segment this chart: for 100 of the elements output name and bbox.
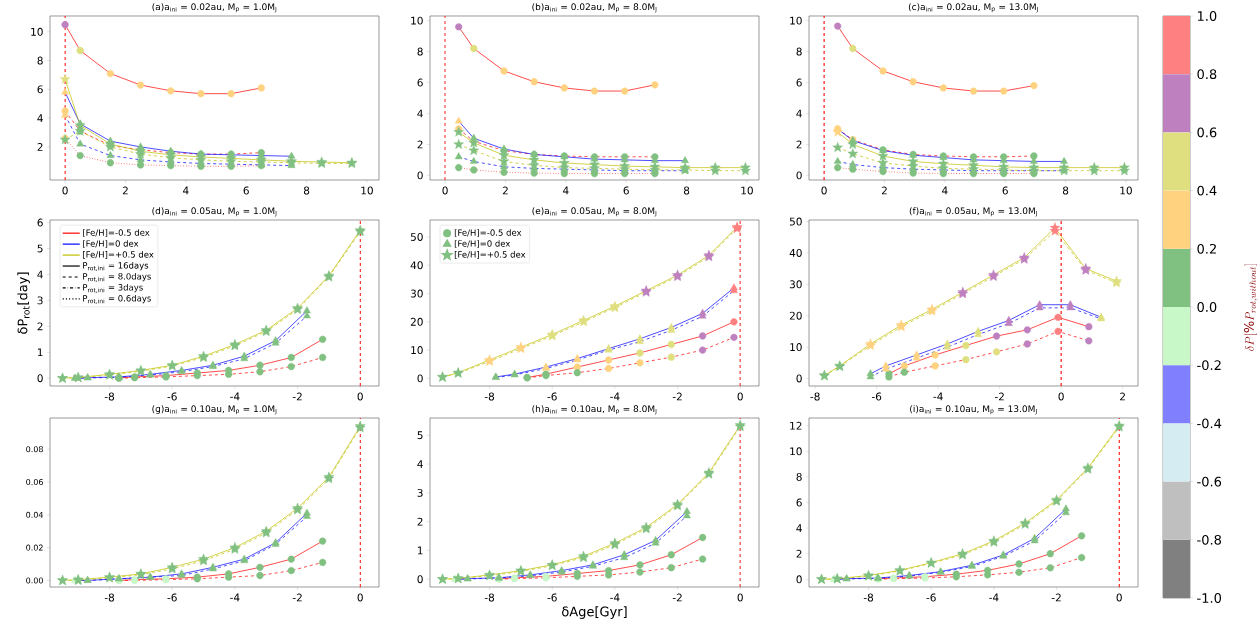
x-tick-label: -4: [610, 392, 620, 401]
chart-title: (f)a$_{ini}$ = 0.05au, M$_{p}$ = 13.0M$_{J}$: [909, 207, 1037, 217]
y-axis-title: δP$_{rot}$[day]: [17, 272, 30, 334]
x-tick-label: -6: [167, 593, 177, 602]
y-tick-label: 4: [417, 109, 423, 118]
color-bar-label: -0.6: [1197, 476, 1222, 487]
x-tick-label: 4: [183, 186, 189, 195]
x-tick-label: 0: [442, 186, 448, 195]
x-tick-label: 2: [502, 186, 508, 195]
color-bar-title: $\delta P[\%P_{rot,without}]$: [1244, 264, 1258, 351]
chart-title: (i)a$_{ini}$ = 0.10au, M$_{p}$ = 13.0M$_{J}$: [910, 405, 1037, 415]
y-tick-label: 10: [790, 16, 802, 25]
y-tick-label: 0: [417, 374, 423, 383]
y-tick-label: 0.02: [26, 544, 43, 551]
y-tick-label: 8: [796, 472, 802, 481]
y-tick-label: 30: [789, 280, 802, 289]
y-tick-label: 0.06: [26, 478, 43, 486]
x-tick-label: 2: [1120, 392, 1125, 401]
y-tick-label: 0.00: [26, 577, 43, 584]
x-tick-label: -6: [871, 392, 882, 401]
chart-title: (a)a$_{ini}$ = 0.02au, M$_{p}$ = 1.0M$_{J}$: [152, 3, 277, 13]
x-tick-label: 0: [1116, 593, 1122, 602]
x-tick-label: -4: [610, 593, 620, 602]
y-tick-label: 4: [37, 114, 43, 122]
x-tick-label: 4: [563, 186, 569, 195]
y-tick-label: 8: [417, 47, 423, 56]
y-tick-label: 6: [417, 78, 423, 87]
x-tick-label: -2: [1051, 593, 1061, 602]
color-bar-label: 0.0: [1197, 302, 1217, 312]
color-bar-label: 1.0: [1197, 11, 1217, 21]
color-bar-label: 0.6: [1197, 127, 1217, 138]
y-tick-label: 30: [410, 289, 423, 298]
legend-label: [Fe/H]=+0.5 dex: [454, 251, 526, 259]
y-tick-label: 4: [417, 460, 423, 468]
x-tick-label: -2: [292, 392, 302, 401]
x-tick-label: -8: [104, 593, 115, 602]
y-tick-label: 4: [796, 109, 802, 118]
x-tick-label: -2: [994, 392, 1004, 401]
chart-title: (e)a$_{ini}$ = 0.05au, M$_{p}$ = 8.0M$_{J}$: [532, 207, 657, 217]
x-tick-label: -8: [863, 593, 874, 602]
y-tick-label: 0.04: [26, 511, 44, 518]
x-tick-label: 10: [361, 186, 373, 195]
y-tick-label: 2: [417, 140, 423, 149]
x-tick-label: -2: [672, 593, 682, 602]
color-bar-label: -0.8: [1197, 534, 1222, 545]
y-tick-label: 3: [37, 296, 43, 305]
x-tick-label: -4: [230, 392, 240, 401]
y-tick-label: 6: [37, 85, 43, 94]
y-tick-label: 5: [37, 244, 43, 253]
legend-label: [Fe/H]=0 dex: [83, 240, 139, 248]
x-tick-label: 2: [881, 186, 887, 195]
color-bar-label: 0.8: [1197, 69, 1217, 80]
y-tick-label: 0: [417, 575, 423, 584]
x-tick-label: 0: [1058, 392, 1064, 401]
y-tick-label: 2: [417, 517, 423, 526]
y-tick-label: 4: [796, 524, 802, 532]
y-tick-label: 10: [31, 27, 43, 36]
x-tick-label: 8: [1062, 186, 1069, 195]
legend-label: [Fe/H]=0 dex: [454, 240, 511, 248]
x-tick-label: 6: [623, 186, 629, 195]
color-bar-label: 0.4: [1197, 185, 1217, 196]
chart-title: (d)a$_{ini}$ = 0.05au, M$_{p}$ = 1.0M$_{J}$: [152, 207, 277, 217]
x-tick-label: -8: [104, 392, 115, 401]
y-tick-label: 0: [417, 171, 423, 180]
legend-label: P$_{rot,ini}$ = 16days: [83, 262, 149, 271]
y-tick-label: 10: [790, 343, 802, 352]
y-tick-label: 10: [411, 346, 423, 355]
x-tick-label: -6: [167, 392, 177, 401]
y-tick-label: 0.08: [26, 446, 43, 453]
color-bar-label: -0.2: [1197, 360, 1221, 371]
chart-title: (g)a$_{ini}$ = 0.10au, M$_{p}$ = 1.0M$_{J}$: [152, 405, 277, 415]
color-bar-label: -0.4: [1197, 418, 1222, 429]
x-axis-title: δAge[Gyr]: [562, 606, 627, 619]
y-tick-label: 0: [796, 374, 802, 383]
y-tick-label: 12: [790, 421, 802, 430]
y-tick-label: 40: [410, 261, 423, 270]
x-tick-label: 10: [1120, 186, 1132, 195]
x-tick-label: -6: [926, 593, 936, 602]
y-tick-label: 6: [37, 218, 43, 227]
y-tick-label: 2: [796, 549, 802, 558]
y-tick-label: 40: [789, 248, 802, 257]
x-tick-label: -8: [484, 392, 495, 401]
chart-title: (c)a$_{ini}$ = 0.02au, M$_{p}$ = 13.0M$_{J}$: [908, 3, 1038, 13]
legend-label: [Fe/H]=-0.5 dex: [454, 229, 522, 237]
x-tick-label: -4: [230, 593, 240, 602]
y-tick-label: 50: [410, 232, 423, 241]
x-tick-label: 0: [737, 392, 743, 401]
y-tick-label: 50: [789, 217, 802, 226]
legend-label: [Fe/H]=+0.5 dex: [83, 251, 154, 259]
y-tick-label: 2: [796, 140, 802, 149]
color-bar-label: 0.2: [1197, 243, 1216, 254]
x-tick-label: 6: [1002, 186, 1008, 195]
x-tick-label: 6: [243, 186, 249, 195]
y-tick-label: 0: [796, 575, 802, 584]
x-tick-label: 0: [357, 593, 363, 602]
y-tick-label: 2: [37, 143, 43, 151]
y-tick-label: 3: [417, 488, 423, 497]
legend-label: P$_{rot,ini}$ = 0.6days: [83, 294, 151, 304]
color-bar-label: -1.0: [1197, 593, 1222, 603]
y-tick-label: 2: [37, 322, 43, 331]
